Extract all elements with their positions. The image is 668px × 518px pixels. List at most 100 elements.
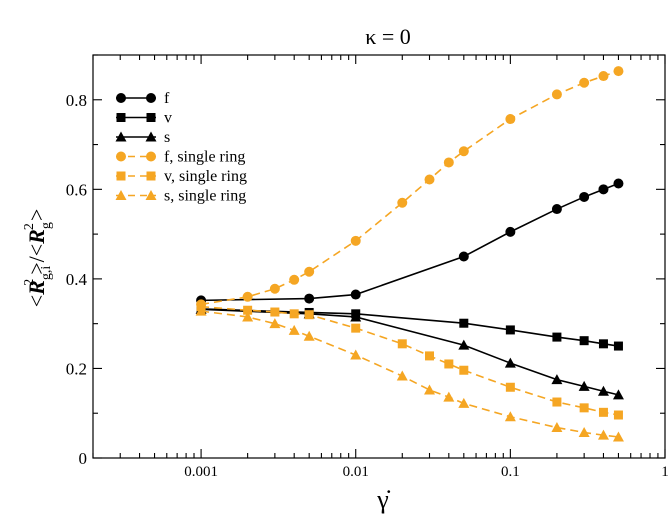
data-point [458,397,470,408]
series-v-single-ring [196,302,623,420]
series-line [200,70,619,306]
data-point [598,407,608,417]
data-point [459,365,469,375]
y-label-r1: R [24,280,49,296]
legend-marker [146,93,156,103]
data-point [304,310,314,320]
legend-marker [146,151,156,162]
y-label-mid: >/< [24,244,49,275]
axes: 0.001 0.01 0.1 1 0 0.2 0.4 0.6 0.8 [66,54,668,480]
data-point [551,422,563,433]
data-point [552,332,562,342]
x-tick-label: 0.1 [501,464,520,480]
data-point [551,89,562,100]
data-point [459,318,469,328]
legend-marker [116,151,126,162]
data-point [598,339,608,349]
x-tick-label: 0.001 [184,464,218,480]
series-line [200,310,619,438]
data-point [598,184,609,195]
y-label-close: > [24,209,49,221]
y-tick-label: 0.2 [66,359,87,378]
legend-marker [115,131,127,142]
data-point [579,191,590,202]
data-point [613,410,623,420]
legend-label: s, single ring [164,188,246,205]
data-point [270,307,280,317]
data-point [598,71,609,82]
y-label-r2: R [24,229,49,245]
legend-marker [146,171,156,181]
series-f-single-ring [196,66,624,310]
data-point [242,291,253,302]
data-point [578,380,590,391]
y-label-sup2: 2 [22,223,37,230]
data-point [613,178,624,189]
data-point [551,374,563,385]
y-tick-label: 0.4 [66,270,88,289]
y-label-sup1: 2 [22,279,37,286]
y-label-sub2: g [39,222,54,229]
data-point [458,251,469,262]
plot-area-frame [92,54,666,459]
y-label-open: < [24,295,49,307]
y-tick-label: 0.6 [66,180,87,199]
data-point [613,66,624,77]
data-point [505,325,515,335]
chart-title: κ = 0 [365,24,411,49]
data-point [396,370,408,381]
data-point [612,431,624,442]
legend: fvs f, single ring v, single ring s, single… [115,90,247,205]
x-tick-label: 1 [661,464,668,480]
data-point [443,391,455,402]
legend-label: f [164,90,170,107]
series-s-single-ring [195,305,624,442]
data-point [424,174,435,185]
data-point [289,309,299,319]
data-point [458,146,469,157]
legend-marker [146,113,156,122]
x-tick-label: 0.01 [343,464,369,480]
data-point [425,351,435,361]
legend-marker [116,93,126,103]
data-point [351,323,361,333]
data-point [552,397,562,407]
legend-marker [115,190,127,200]
data-point [613,341,623,351]
data-point [288,324,300,335]
data-point [579,77,590,88]
legend-label: f, single ring [164,149,245,166]
data-point [304,293,315,304]
y-label-sub1: g,i [39,266,54,281]
legend-marker [145,131,157,142]
series-f [196,178,624,306]
data-point [505,114,516,125]
data-point [424,384,436,395]
data-point [597,429,609,440]
data-point [350,349,362,360]
data-point [579,403,589,413]
data-point [504,357,516,368]
data-point [579,336,589,346]
y-axis-label: <Rg,i2>/<Rg2> [22,209,54,308]
data-point [443,157,454,168]
data-point [303,330,315,341]
legend-marker [116,113,126,122]
data-point [195,305,207,316]
data-point [505,382,515,392]
legend-label: v, single ring [164,168,247,185]
data-point [597,385,609,396]
data-point [505,226,516,237]
data-point [397,197,408,208]
data-point [243,305,253,315]
data-point [578,426,590,437]
legend-marker [145,190,157,200]
data-point [350,235,361,246]
data-point [350,311,362,322]
series-layer [195,66,624,442]
data-point [242,311,254,322]
data-point [612,389,624,400]
x-axis-label: γ̇ [376,485,390,514]
data-point [458,339,470,350]
